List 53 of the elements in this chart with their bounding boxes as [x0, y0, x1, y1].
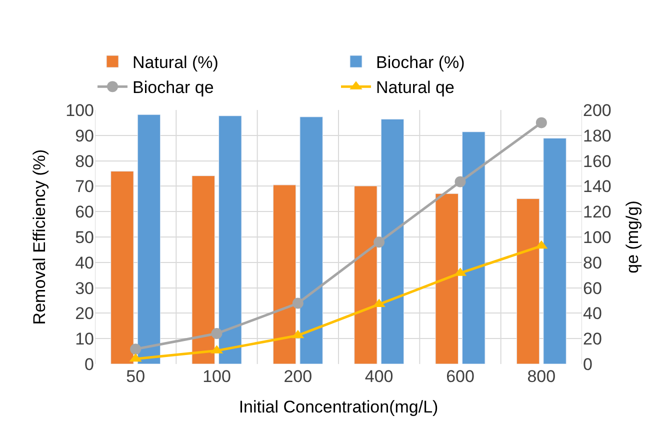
y2-tick-label: 180: [583, 126, 612, 146]
y-tick-label: 40: [75, 253, 94, 272]
bar: [272, 184, 296, 364]
x-tick-label: 400: [364, 367, 394, 386]
bar: [218, 116, 242, 364]
y-axis-title: Removal Efficiency (%): [30, 149, 50, 325]
y2-tick-label: 160: [583, 152, 612, 171]
y-tick-label: 10: [75, 330, 94, 349]
y-tick-label: 50: [75, 228, 94, 247]
bar: [300, 116, 323, 364]
point: [211, 328, 222, 340]
bar: [543, 138, 566, 364]
y2-axis-title: qe (mg/g): [622, 200, 642, 274]
y2-tick-label: 40: [583, 304, 602, 324]
bar: [110, 170, 134, 364]
x-tick-label: 600: [446, 367, 474, 386]
y-tick-label: 70: [75, 177, 94, 196]
point: [536, 117, 547, 128]
y-tick-label: 0: [84, 354, 94, 374]
y2-tick-label: 120: [583, 202, 612, 222]
point: [454, 176, 466, 188]
y-tick-label: 30: [75, 278, 94, 298]
y2-tick-label: 100: [583, 228, 612, 247]
y2-tick-label: 140: [583, 177, 612, 196]
y2-tick-label: 60: [583, 278, 602, 298]
point: [130, 344, 142, 355]
y2-tick-label: 200: [583, 100, 612, 120]
bar: [192, 176, 215, 364]
bar: [462, 132, 486, 364]
point: [292, 298, 304, 309]
bar: [137, 114, 161, 364]
y2-tick-label: 80: [583, 253, 602, 272]
y-tick-label: 60: [75, 202, 94, 222]
legend-label: Biochar qe: [132, 78, 214, 98]
y-tick-label: 80: [75, 152, 94, 171]
y-tick-label: 100: [66, 100, 94, 120]
x-axis-title: Initial Concentration(mg/L): [238, 397, 438, 416]
legend-label: Natural (%): [132, 53, 218, 72]
x-tick-label: 800: [527, 367, 556, 386]
x-tick-label: 200: [284, 367, 312, 386]
y2-tick-label: 20: [583, 330, 602, 349]
bar: [516, 198, 540, 364]
bar: [435, 193, 458, 364]
y2-tick-label: 0: [583, 354, 592, 374]
point: [374, 236, 385, 248]
bar: [354, 186, 378, 364]
x-tick-label: 50: [126, 367, 146, 386]
y-tick-label: 90: [75, 126, 94, 146]
legend-label: Biochar (%): [376, 53, 465, 72]
legend-label: Natural qe: [376, 78, 454, 98]
bar: [380, 118, 404, 364]
x-tick-label: 100: [202, 367, 231, 386]
y-tick-label: 20: [75, 304, 94, 324]
